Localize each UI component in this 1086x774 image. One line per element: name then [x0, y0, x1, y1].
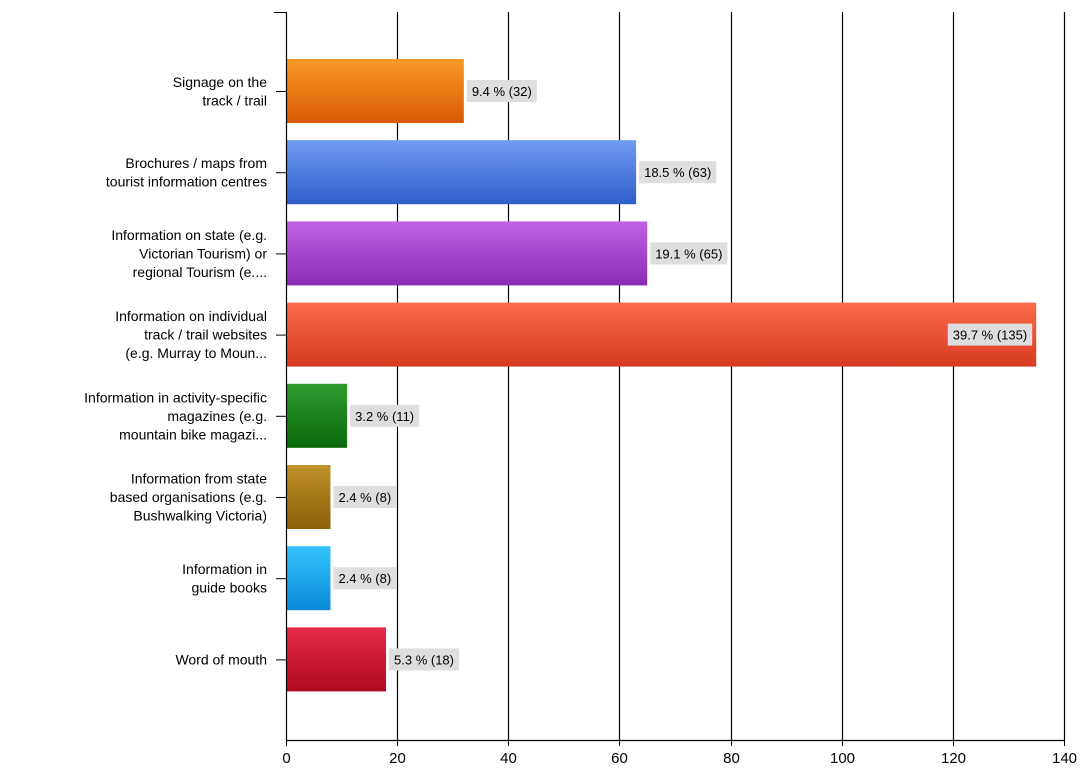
- data-label-text: 18.5 % (63): [644, 165, 711, 180]
- bar: [287, 627, 387, 692]
- data-label-text: 2.4 % (8): [338, 571, 391, 586]
- category-label: Information from state based organisation…: [110, 471, 267, 524]
- data-label-text: 39.7 % (135): [953, 328, 1027, 343]
- category-label: Word of mouth: [175, 651, 267, 667]
- category-label-line: track / trail: [202, 92, 267, 108]
- data-label: 39.7 % (135): [947, 323, 1033, 346]
- category-label-line: Bushwalking Victoria): [133, 508, 267, 524]
- data-label-text: 19.1 % (65): [655, 246, 722, 261]
- category-label-line: (e.g. Murray to Moun...: [125, 345, 267, 361]
- category-label-line: Word of mouth: [175, 651, 267, 667]
- category-label: Signage on the track / trail: [173, 74, 267, 109]
- category-label-line: regional Tourism (e....: [133, 264, 267, 280]
- bar: [287, 302, 1037, 367]
- data-label-bg: [389, 648, 460, 671]
- data-label-bg: [333, 486, 397, 508]
- data-label: 2.4 % (8): [333, 486, 397, 508]
- category-label-line: Information on state (e.g.: [111, 227, 267, 243]
- data-label-text: 5.3 % (18): [394, 652, 454, 667]
- x-tick-label: 60: [611, 750, 628, 767]
- bar: [287, 221, 648, 286]
- bar: [287, 140, 637, 205]
- category-label-line: guide books: [191, 579, 267, 595]
- data-label-bg: [650, 242, 728, 265]
- bars: [287, 59, 1037, 692]
- data-label: 2.4 % (8): [333, 567, 397, 590]
- x-tick-label: 140: [1052, 750, 1077, 767]
- data-label-text: 3.2 % (11): [355, 409, 414, 424]
- data-label-bg: [466, 80, 537, 102]
- tick-labels: 0 20 40 60 80 100 120 140: [282, 750, 1077, 767]
- category-label: Information in guide books: [182, 561, 267, 596]
- category-label-line: tourist information centres: [106, 173, 267, 189]
- data-label-bg: [350, 404, 420, 427]
- category-labels: Signage on the track / trail Brochures / m…: [84, 74, 267, 668]
- data-labels: 9.4 % (32) 18.5 % (63) 19.1 % (65) 39.7 % (…: [333, 80, 1033, 671]
- category-label-line: magazines (e.g.: [167, 408, 267, 424]
- category-label-line: Information in activity-specific: [84, 389, 267, 405]
- category-label-line: Victorian Tourism) or: [139, 245, 267, 261]
- data-label: 5.3 % (18): [389, 648, 460, 671]
- category-label-line: Brochures / maps from: [125, 155, 267, 171]
- data-label-bg: [639, 161, 717, 184]
- x-tick-label: 40: [500, 750, 517, 767]
- data-label-bg: [947, 323, 1033, 346]
- x-tick-label: 0: [282, 750, 290, 767]
- category-label-line: Information in: [182, 561, 267, 577]
- bar: [287, 546, 331, 611]
- x-tick-label: 20: [389, 750, 406, 767]
- category-label-line: Signage on the: [173, 74, 267, 90]
- data-label-text: 9.4 % (32): [472, 84, 532, 99]
- category-label: Information in activity-specific magazine…: [84, 389, 267, 442]
- data-label-bg: [333, 567, 397, 590]
- gridlines: [396, 12, 1066, 740]
- data-label: 19.1 % (65): [650, 242, 728, 265]
- data-label: 9.4 % (32): [466, 80, 537, 102]
- bar: [287, 465, 331, 529]
- category-label-line: based organisations (e.g.: [110, 489, 267, 505]
- data-label: 3.2 % (11): [350, 404, 420, 427]
- category-label: Brochures / maps from tourist information…: [106, 155, 267, 190]
- x-tick-label: 100: [830, 750, 855, 767]
- x-tick-label: 80: [723, 750, 740, 767]
- category-label-line: Information on individual: [115, 308, 267, 324]
- data-label: 18.5 % (63): [639, 161, 717, 184]
- bar: [287, 383, 348, 448]
- axes: [274, 12, 1065, 746]
- category-label-line: track / trail websites: [144, 327, 267, 343]
- category-label-line: mountain bike magazi...: [119, 426, 267, 442]
- category-label-line: Information from state: [131, 471, 267, 487]
- category-label: Information on state (e.g. Victorian Tour…: [111, 227, 267, 280]
- x-tick-label: 120: [941, 750, 966, 767]
- bar: [287, 59, 464, 123]
- data-label-text: 2.4 % (8): [338, 490, 391, 505]
- category-label: Information on individual track / trail w…: [115, 308, 267, 361]
